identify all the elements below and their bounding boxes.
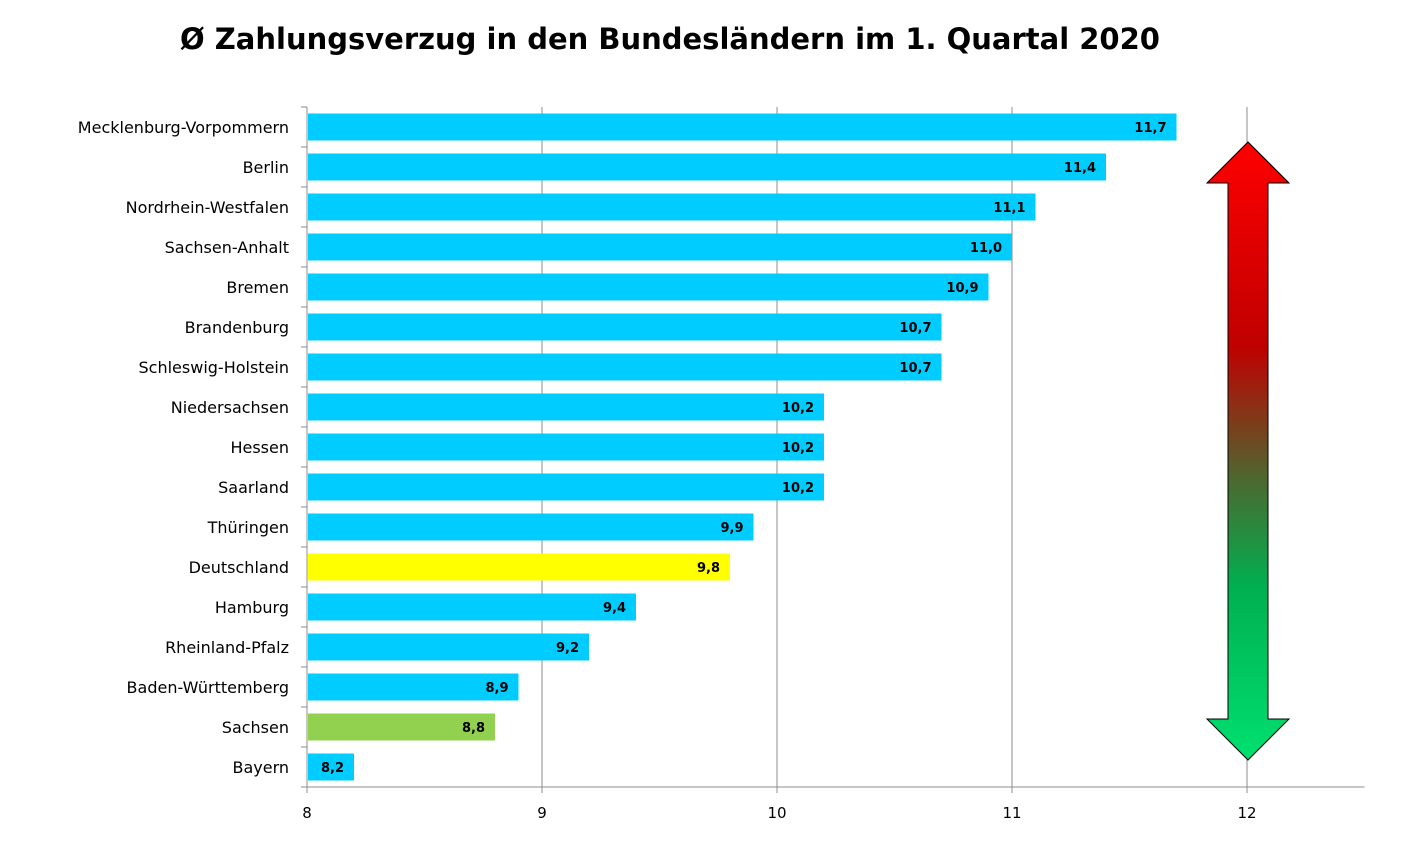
bar: [308, 393, 824, 421]
bar: [308, 193, 1036, 221]
y-tick-label: Sachsen-Anhalt: [165, 238, 289, 257]
y-tick-label: Saarland: [218, 478, 289, 497]
bar: [308, 713, 495, 741]
data-label: 10,2: [782, 401, 814, 416]
data-label: 11,4: [1064, 161, 1096, 176]
data-label: 8,2: [321, 761, 344, 776]
bar: [308, 233, 1012, 261]
data-label: 8,9: [485, 681, 508, 696]
bar: [308, 753, 354, 781]
bar: [308, 513, 754, 541]
x-tick-label: 12: [1237, 804, 1256, 822]
y-tick-label: Thüringen: [207, 518, 289, 537]
y-tick-label: Niedersachsen: [171, 398, 289, 417]
data-label: 10,7: [899, 321, 931, 336]
y-tick-label: Schleswig-Holstein: [139, 358, 289, 377]
bar: [308, 113, 1177, 141]
bar: [308, 633, 589, 661]
y-tick-label: Berlin: [243, 158, 289, 177]
x-tick-label: 10: [767, 804, 786, 822]
bar: [308, 553, 730, 581]
x-tick-label: 8: [302, 804, 312, 822]
chart-title: Ø Zahlungsverzug in den Bundesländern im…: [180, 22, 1160, 56]
y-tick-label: Mecklenburg-Vorpommern: [78, 118, 289, 137]
y-tick-label: Hamburg: [215, 598, 289, 617]
bar: [308, 673, 519, 701]
bar: [308, 473, 824, 501]
y-tick-label: Bayern: [232, 758, 289, 777]
y-tick-label: Bremen: [226, 278, 289, 297]
double-arrow-indicator: [1205, 141, 1291, 761]
data-label: 10,9: [946, 281, 978, 296]
bar: [308, 593, 636, 621]
bar: [308, 153, 1106, 181]
y-tick-label: Rheinland-Pfalz: [165, 638, 289, 657]
y-tick-label: Brandenburg: [185, 318, 289, 337]
data-label: 11,0: [970, 241, 1002, 256]
bar: [308, 353, 942, 381]
data-label: 9,4: [603, 601, 626, 616]
bar: [308, 313, 942, 341]
double-arrow: [1205, 141, 1291, 761]
x-tick-label: 9: [537, 804, 547, 822]
data-label: 10,2: [782, 481, 814, 496]
data-label: 9,2: [556, 641, 579, 656]
data-label: 10,7: [899, 361, 931, 376]
y-tick-label: Baden-Württemberg: [127, 678, 289, 697]
x-tick-label: 11: [1002, 804, 1021, 822]
y-tick-label: Sachsen: [222, 718, 289, 737]
y-tick-label: Hessen: [230, 438, 289, 457]
bar: [308, 273, 989, 301]
data-label: 8,8: [462, 721, 485, 736]
data-label: 9,9: [720, 521, 743, 536]
data-label: 10,2: [782, 441, 814, 456]
data-label: 9,8: [697, 561, 720, 576]
data-label: 11,7: [1134, 121, 1166, 136]
y-tick-label: Deutschland: [189, 558, 289, 577]
bars: 11,7 11,4 11,1 11,0 10,9 10,7 10,7 10,2 10,2 10,2…: [308, 113, 1177, 781]
axes: 8 9 10 11 12 Mecklenburg-Vorpommern Berlin Nord…: [78, 106, 1365, 822]
bar: [308, 433, 824, 461]
data-label: 11,1: [993, 201, 1025, 216]
y-tick-label: Nordrhein-Westfalen: [126, 198, 289, 217]
